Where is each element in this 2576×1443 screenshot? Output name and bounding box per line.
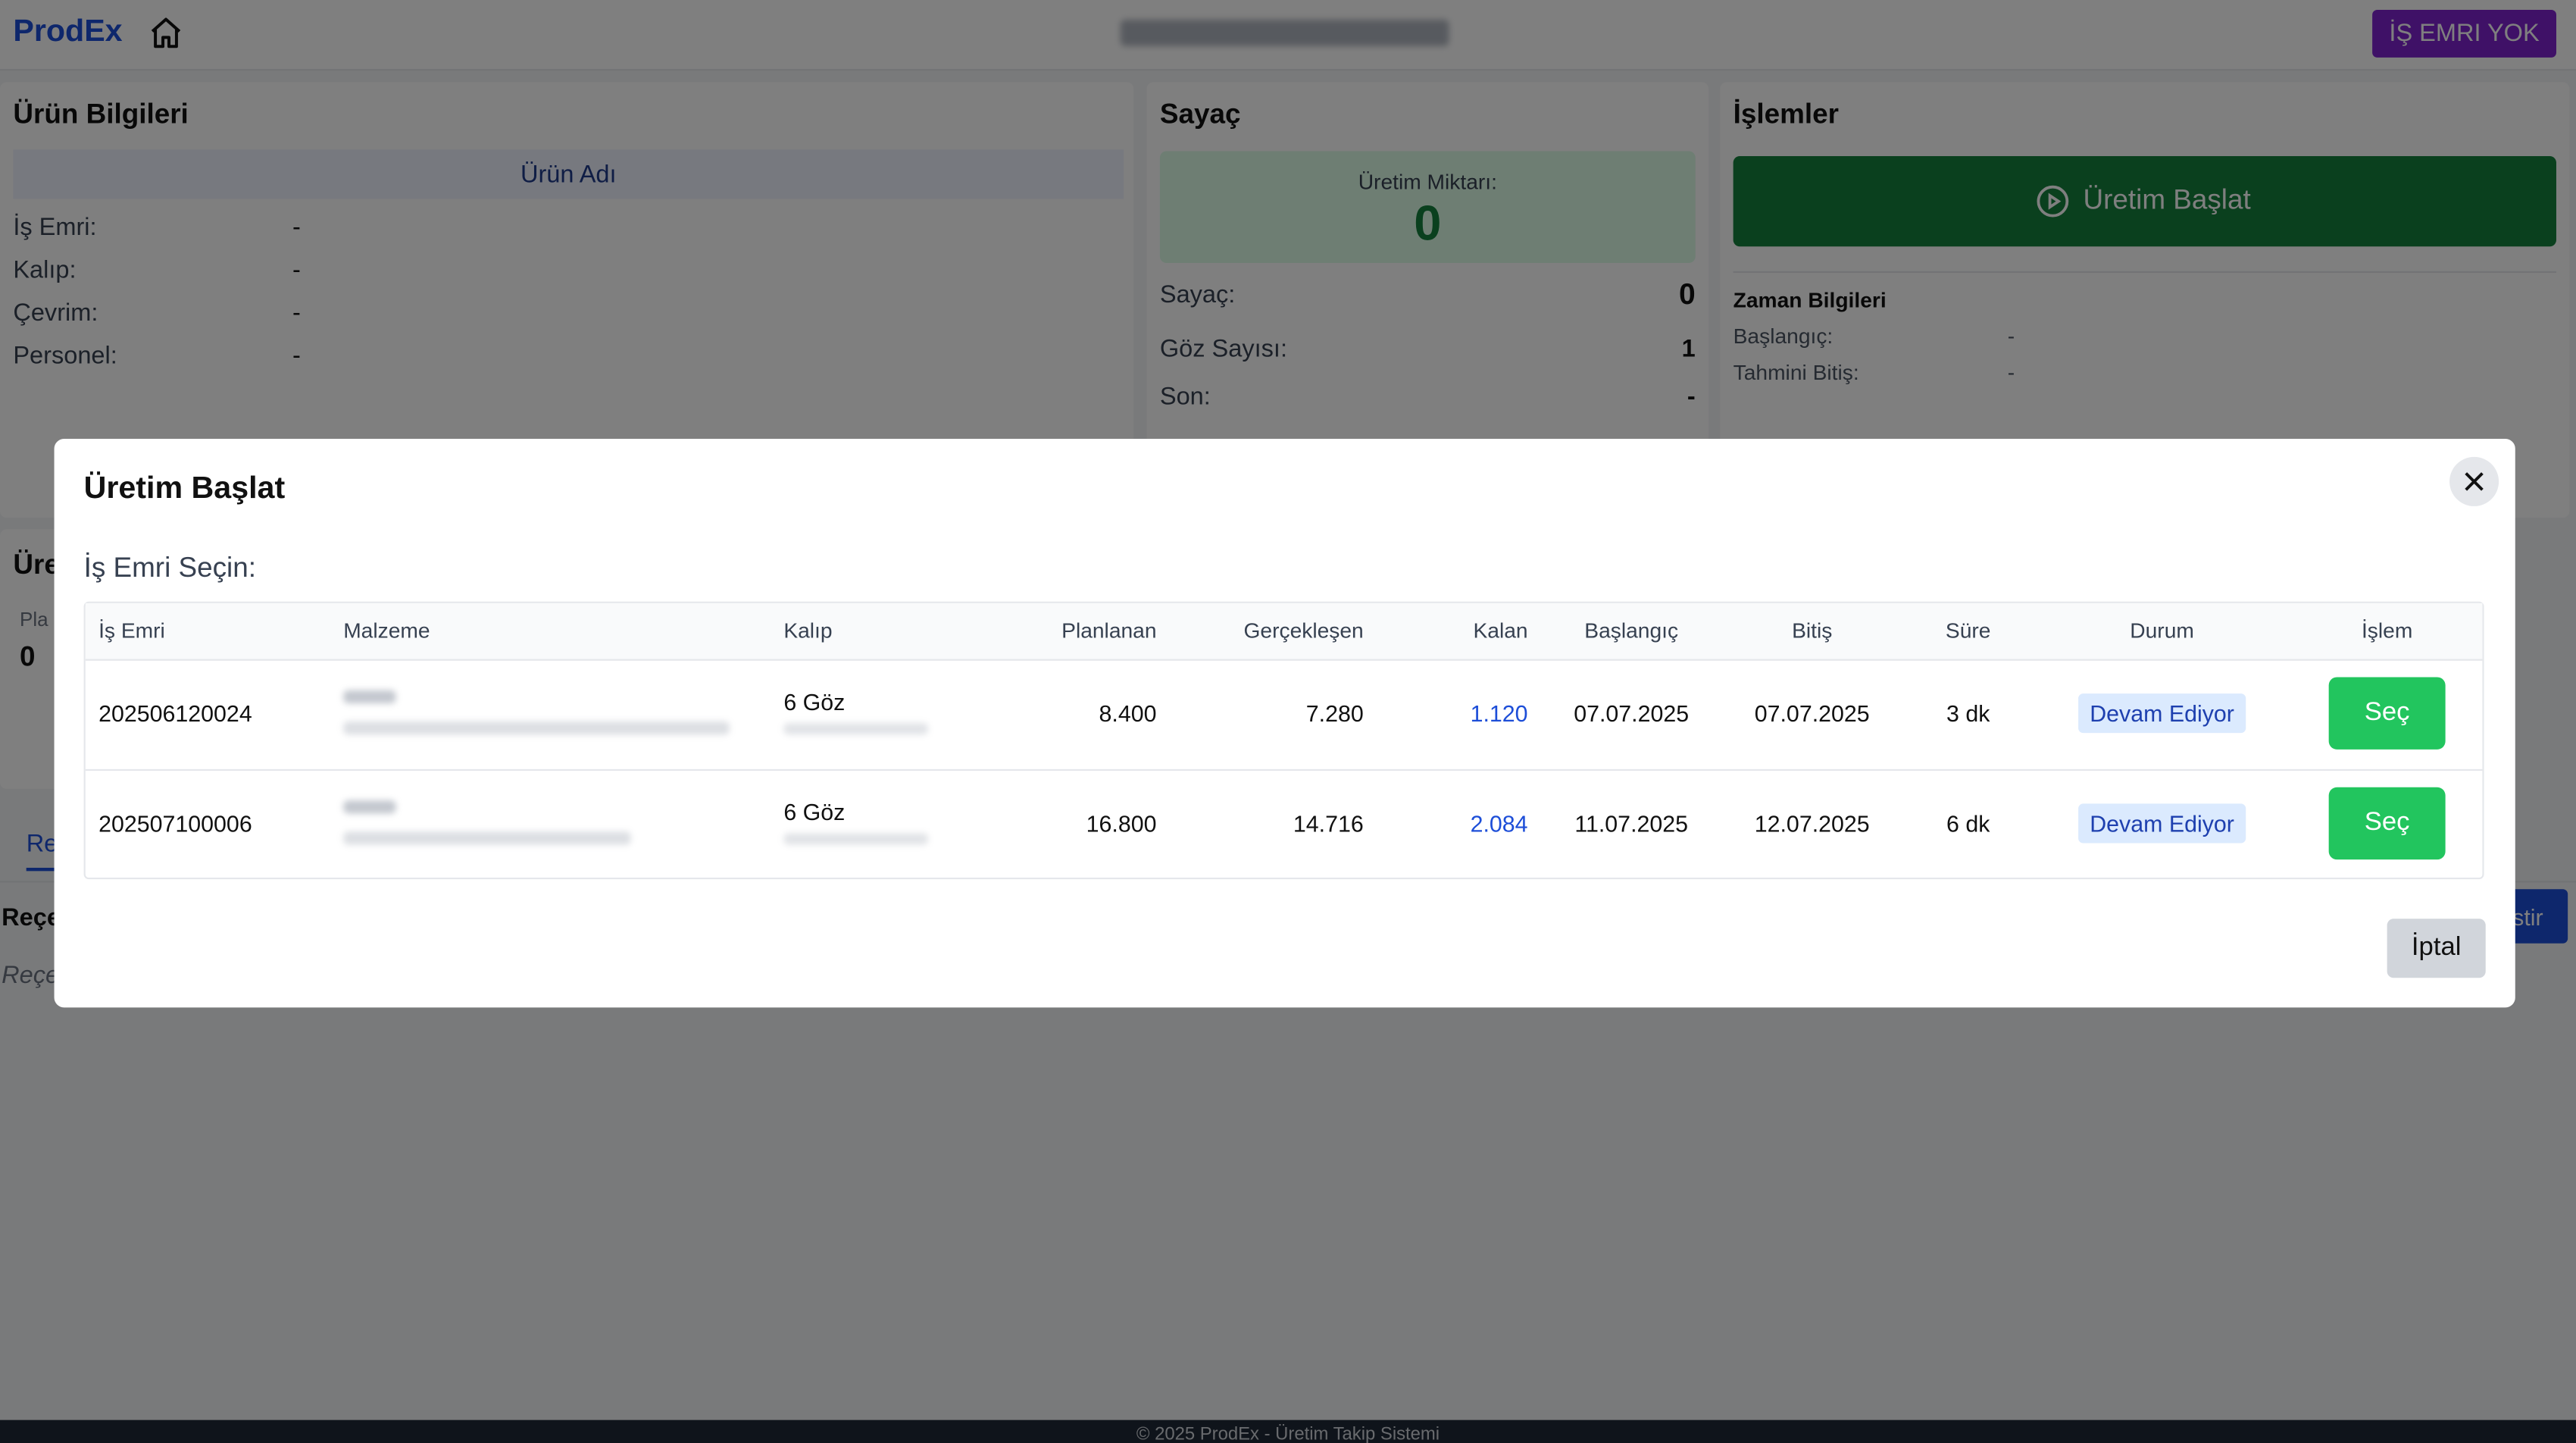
column-header: İşlem bbox=[2361, 618, 2413, 643]
mold-blur bbox=[783, 723, 929, 735]
mold-blur bbox=[783, 833, 929, 845]
column-header: Planlanan bbox=[1061, 618, 1157, 643]
start-cell: 07.07.2025 bbox=[1574, 700, 1690, 727]
column-header: Kalıp bbox=[783, 618, 833, 643]
column-header: Süre bbox=[1945, 618, 1991, 643]
material-blur bbox=[343, 800, 396, 814]
column-header: Başlangıç bbox=[1584, 618, 1679, 643]
actual-cell: 7.280 bbox=[1305, 700, 1364, 727]
table bbox=[83, 601, 2484, 880]
order-cell: 202506120024 bbox=[98, 700, 252, 727]
column-header: Malzeme bbox=[343, 618, 430, 643]
mold-cell: 6 Göz bbox=[783, 688, 846, 715]
row-divider bbox=[85, 768, 2483, 772]
status-badge: Devam Ediyor bbox=[2078, 803, 2246, 844]
close-button[interactable] bbox=[2449, 456, 2499, 506]
end-cell: 07.07.2025 bbox=[1754, 700, 1870, 727]
prompt: İş Emri Seçin: bbox=[83, 552, 256, 584]
material-blur bbox=[343, 831, 631, 845]
column-header: Durum bbox=[2130, 618, 2194, 643]
table-header bbox=[85, 603, 2483, 661]
planned-cell: 16.800 bbox=[1086, 810, 1157, 837]
material-blur bbox=[343, 690, 396, 704]
remaining-cell: 2.084 bbox=[1470, 810, 1528, 837]
select-button[interactable]: Seç bbox=[2328, 677, 2446, 750]
cancel-button[interactable]: İptal bbox=[2387, 919, 2486, 978]
order-cell: 202507100006 bbox=[98, 810, 252, 837]
planned-cell: 8.400 bbox=[1099, 700, 1157, 727]
select-button[interactable]: Seç bbox=[2328, 787, 2446, 860]
modal-title: Üretim Başlat bbox=[83, 471, 286, 506]
column-header: Gerçekleşen bbox=[1243, 618, 1364, 643]
column-header: Bitiş bbox=[1792, 618, 1833, 643]
actual-cell: 14.716 bbox=[1293, 810, 1364, 837]
material-blur bbox=[343, 722, 730, 735]
duration-cell: 3 dk bbox=[1946, 700, 1990, 727]
end-cell: 12.07.2025 bbox=[1754, 810, 1870, 837]
start-cell: 11.07.2025 bbox=[1574, 810, 1689, 837]
column-header: Kalan bbox=[1473, 618, 1528, 643]
duration-cell: 6 dk bbox=[1946, 810, 1990, 837]
remaining-cell: 1.120 bbox=[1470, 700, 1528, 727]
status-badge: Devam Ediyor bbox=[2078, 693, 2246, 734]
column-header: İş Emri bbox=[98, 618, 165, 643]
mold-cell: 6 Göz bbox=[783, 798, 846, 825]
close-icon bbox=[2465, 472, 2484, 491]
